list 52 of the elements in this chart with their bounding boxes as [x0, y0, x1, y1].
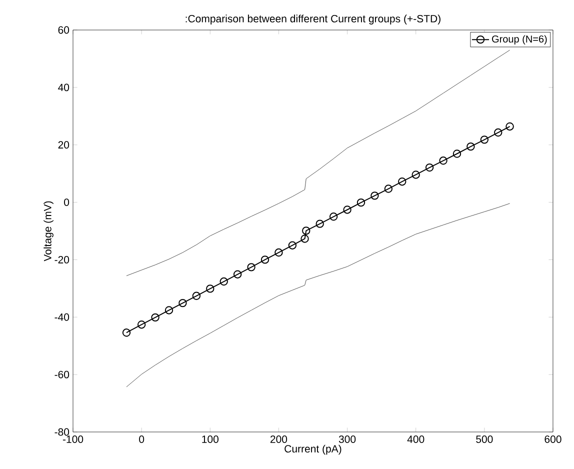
- y-tick-label: 60: [58, 26, 70, 34]
- x-tick-label: 0: [139, 436, 144, 443]
- point: [122, 328, 131, 337]
- legend-label: Group (N=6): [492, 35, 547, 45]
- y-tick-label: 40: [58, 84, 70, 92]
- x-tick-label: 100: [202, 436, 218, 443]
- line-series: [126, 50, 510, 276]
- y-tick-label: -40: [54, 313, 70, 321]
- point: [274, 248, 283, 257]
- x-tick-label: 300: [338, 436, 356, 443]
- point: [480, 136, 489, 144]
- point: [137, 320, 146, 329]
- point: [178, 298, 187, 308]
- chart-title: :Comparison between different Current groups (+-STD): [186, 14, 440, 24]
- y-axis-title: Voltage (mV): [44, 201, 54, 262]
- y-tick-label: 0: [64, 198, 70, 206]
- point: [247, 263, 256, 272]
- point: [164, 306, 174, 314]
- point: [206, 284, 214, 293]
- x-tick-label: -100: [62, 436, 84, 443]
- x-tick-label: 500: [476, 436, 493, 443]
- point: [220, 277, 228, 286]
- line-series: [126, 203, 510, 388]
- x-tick-label: 200: [270, 436, 288, 443]
- x-axis-title: Current (pA): [284, 444, 342, 455]
- point: [302, 226, 310, 235]
- point: [494, 128, 502, 137]
- point: [329, 212, 338, 221]
- point: [370, 192, 379, 200]
- point: [439, 156, 448, 165]
- y-tick-label: -80: [54, 428, 70, 436]
- point: [356, 198, 366, 207]
- point: [412, 170, 420, 179]
- point: [300, 234, 309, 243]
- point: [466, 142, 475, 151]
- point: [398, 178, 406, 186]
- x-tick-label: 600: [544, 436, 562, 443]
- point: [384, 184, 393, 193]
- point: [425, 163, 434, 172]
- point: [233, 270, 242, 278]
- point: [506, 122, 514, 131]
- x-tick-label: 400: [407, 436, 424, 443]
- y-tick-label: -60: [54, 370, 70, 378]
- point: [192, 292, 201, 300]
- point: [260, 256, 270, 264]
- y-tick-label: 20: [58, 141, 70, 149]
- point: [288, 241, 297, 250]
- y-tick-label: -20: [54, 256, 70, 264]
- point: [452, 150, 462, 158]
- point: [151, 313, 160, 322]
- point: [343, 206, 352, 214]
- point: [316, 220, 324, 228]
